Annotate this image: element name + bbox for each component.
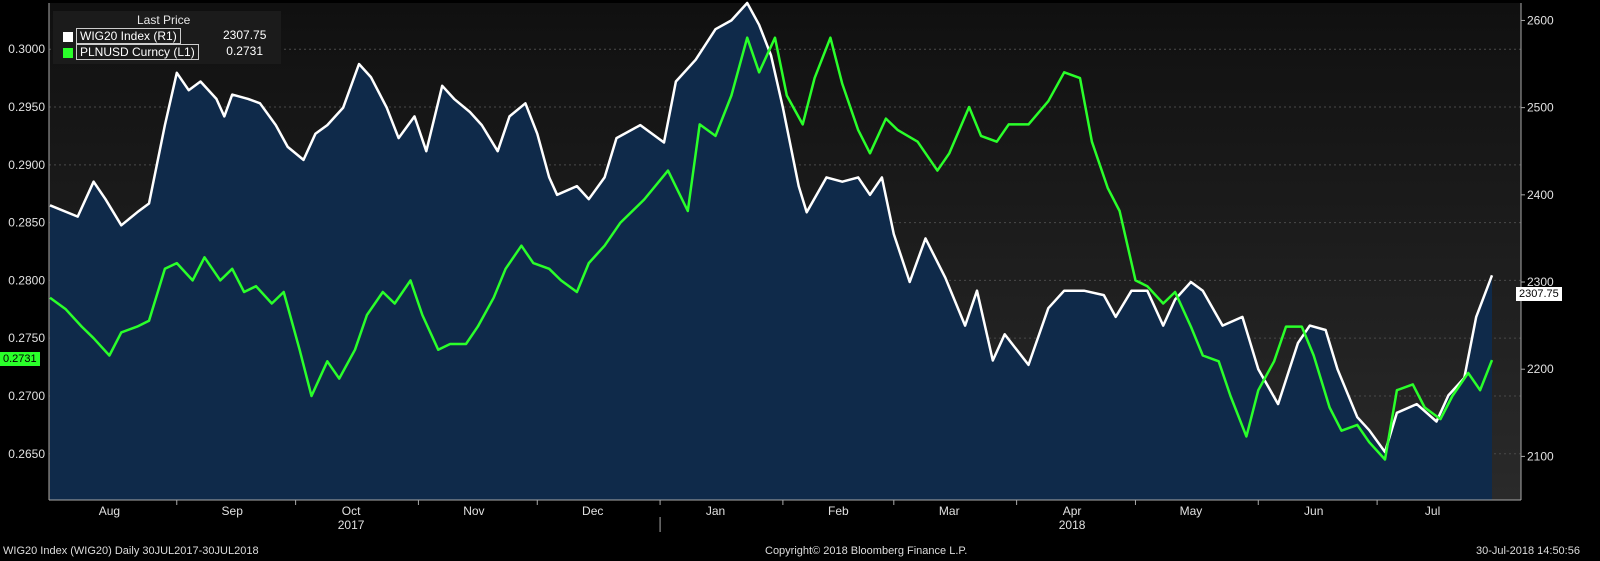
- legend-value-plnusd: 0.2731: [226, 44, 263, 58]
- right-tick-label-5: 2100: [1527, 449, 1554, 463]
- right-tick-label-3: 2300: [1527, 275, 1554, 289]
- legend-item-plnusd[interactable]: PLNUSD Curncy (L1): [63, 44, 199, 60]
- x-tick-label-aug: Aug: [99, 504, 120, 518]
- legend-label-wig20: WIG20 Index (R1): [76, 28, 181, 44]
- x-tick-label-jul: Jul: [1425, 504, 1440, 518]
- left-tick-label-1: 0.2950: [8, 100, 45, 114]
- right-tick-label-1: 2500: [1527, 101, 1554, 115]
- year-label-2018: 2018: [1059, 518, 1086, 532]
- footer-security: WIG20 Index (WIG20) Daily 30JUL2017-30JU…: [3, 545, 259, 557]
- left-tick-label-3: 0.2850: [8, 216, 45, 230]
- right-tick-label-4: 2200: [1527, 362, 1554, 376]
- legend-label-plnusd: PLNUSD Curncy (L1): [76, 44, 199, 60]
- right-tick-label-0: 2600: [1527, 13, 1554, 27]
- x-tick-label-nov: Nov: [463, 504, 484, 518]
- left-tick-label-4: 0.2800: [8, 273, 45, 287]
- legend-value-wig20: 2307.75: [223, 28, 267, 42]
- x-tick-label-feb: Feb: [828, 504, 849, 518]
- footer-bar: WIG20 Index (WIG20) Daily 30JUL2017-30JU…: [0, 542, 1600, 561]
- footer-copyright: Copyright© 2018 Bloomberg Finance L.P.: [765, 545, 968, 557]
- x-tick-label-dec: Dec: [582, 504, 603, 518]
- series-line-1: [49, 36, 1494, 461]
- legend-item-wig20[interactable]: WIG20 Index (R1): [63, 28, 181, 44]
- x-tick-label-sep: Sep: [222, 504, 244, 518]
- right-tick-label-2: 2400: [1527, 188, 1554, 202]
- legend: Last Price WIG20 Index (R1) 2307.75 PLNU…: [53, 11, 281, 64]
- series-line-0: [49, 1, 1494, 454]
- x-tick-label-mar: Mar: [939, 504, 960, 518]
- left-tick-label-7: 0.2650: [8, 447, 45, 461]
- x-tick-label-apr: Apr: [1063, 504, 1082, 518]
- x-tick-label-jun: Jun: [1304, 504, 1323, 518]
- series-area-0: [50, 3, 1492, 500]
- year-label-2017: 2017: [338, 518, 365, 532]
- left-tick-label-2: 0.2900: [8, 158, 45, 172]
- left-tick-label-6: 0.2700: [8, 389, 45, 403]
- left-tick-label-0: 0.3000: [8, 42, 45, 56]
- legend-header: Last Price: [137, 13, 191, 27]
- legend-swatch-plnusd: [63, 47, 73, 58]
- axes: 0.3000 0.2950 0.2900 0.2850 0.2800 0.2750 0.27…: [8, 3, 1554, 532]
- series-lines: [49, 1, 1494, 461]
- wig20-area: [50, 3, 1492, 500]
- x-tick-label-may: May: [1180, 504, 1203, 518]
- legend-swatch-wig20: [63, 31, 73, 42]
- left-tick-label-5: 0.2750: [8, 331, 45, 345]
- last-value-tag-wig20: 2307.75: [1516, 287, 1562, 301]
- x-tick-label-jan: Jan: [706, 504, 725, 518]
- footer-timestamp: 30-Jul-2018 14:50:56: [1476, 545, 1580, 557]
- x-tick-label-oct: Oct: [342, 504, 361, 518]
- last-value-tag-plnusd: 0.2731: [0, 352, 40, 366]
